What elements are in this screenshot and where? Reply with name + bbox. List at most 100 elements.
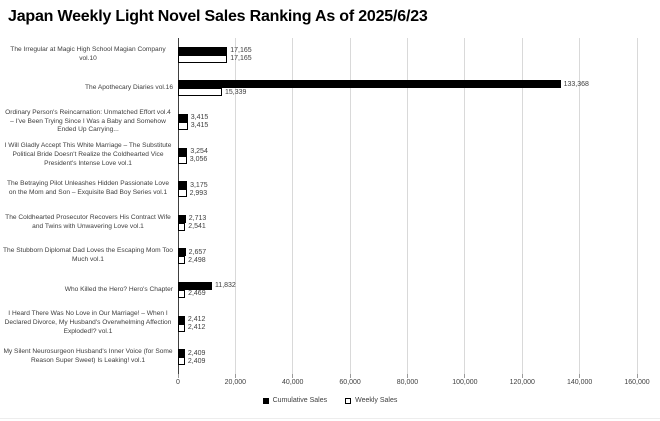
- bar-group: 2,409 2,409: [178, 340, 637, 374]
- chart-row: The Betraying Pilot Unleashes Hidden Pas…: [0, 172, 637, 206]
- data-label: 3,056: [189, 156, 208, 164]
- weekly-sales-bar: [178, 121, 188, 130]
- bar-line: 2,409: [178, 349, 637, 358]
- x-axis: 0 20,000 40,000 60,000 80,000 100,000 120,000 1…: [176, 374, 650, 392]
- legend-item: Weekly Sales: [345, 397, 397, 404]
- data-label: 2,409: [187, 349, 206, 357]
- cumulative-sales-bar: [178, 248, 186, 257]
- cumulative-sales-bar: [178, 315, 185, 324]
- axis-tick-label: 80,000: [396, 379, 419, 386]
- bar-line: 3,415: [178, 113, 637, 122]
- axis-tick: [407, 374, 408, 378]
- category-label-text: My Silent Neurosurgeon Husband's Inner V…: [3, 348, 173, 365]
- cumulative-sales-bar: [178, 113, 188, 122]
- category-label: I Heard There Was No Love in Our Marriag…: [0, 307, 178, 341]
- weekly-sales-swatch-icon: [345, 397, 352, 404]
- axis-tick-label: 20,000: [224, 379, 247, 386]
- bar-group: 2,713 2,541: [178, 206, 637, 240]
- weekly-sales-bar: [178, 54, 228, 63]
- category-label: The Irregular at Magic High School Magia…: [0, 38, 178, 72]
- bar-group: 17,165 17,165: [178, 38, 637, 72]
- category-label-text: I Will Gladly Accept This White Marriage…: [4, 142, 172, 168]
- cumulative-sales-bar: [178, 181, 188, 190]
- data-label: 2,412: [187, 316, 206, 324]
- axis-tick-label: 160,000: [624, 379, 650, 386]
- bar-group: 133,368 15,339: [178, 72, 637, 106]
- bar-group: 3,254 3,056: [178, 139, 637, 173]
- chart-rows: The Irregular at Magic High School Magia…: [0, 38, 637, 374]
- bar-group: 3,175 2,993: [178, 172, 637, 206]
- bar-line: 3,056: [178, 155, 637, 164]
- weekly-sales-bar: [178, 88, 222, 97]
- chart-row: The Apothecary Diaries vol.16 133,368 15,3…: [0, 72, 637, 106]
- data-label: 133,368: [563, 80, 589, 88]
- weekly-sales-bar: [178, 222, 186, 231]
- axis-tick-label: 40,000: [282, 379, 304, 386]
- data-label: 3,175: [190, 181, 208, 189]
- data-label: 2,541: [188, 223, 206, 231]
- chart-row: I Heard There Was No Love in Our Marriag…: [0, 307, 637, 341]
- axis-tick-label: 100,000: [452, 379, 478, 386]
- category-label-text: The Stubborn Diplomat Dad Loves the Esca…: [3, 247, 173, 264]
- axis-tick: [521, 374, 523, 378]
- bar-line: 2,409: [178, 357, 637, 366]
- data-label: 3,254: [190, 148, 208, 156]
- bar-line: 3,254: [178, 147, 637, 156]
- gridline: [349, 38, 351, 374]
- chart-row: I Will Gladly Accept This White Marriage…: [0, 139, 637, 173]
- gridline: [636, 38, 638, 374]
- axis-tick-label: 120,000: [509, 379, 535, 386]
- data-label: 17,165: [230, 47, 252, 55]
- axis-tick-label: 0: [176, 379, 180, 386]
- chart-row: The Coldhearted Prosecutor Recovers His …: [0, 206, 637, 240]
- bar-line: 15,339: [178, 88, 637, 97]
- category-label: My Silent Neurosurgeon Husband's Inner V…: [0, 340, 178, 374]
- bar-group: 3,415 3,415: [178, 105, 637, 139]
- gridline: [521, 38, 523, 374]
- data-label: 2,657: [188, 248, 207, 256]
- legend-label: Cumulative Sales: [272, 397, 328, 404]
- data-label: 3,415: [190, 122, 209, 130]
- weekly-sales-bar: [178, 357, 185, 366]
- legend-item: Cumulative Sales: [262, 397, 328, 404]
- category-label: Who Killed the Hero? Hero's Chapter: [0, 273, 178, 307]
- weekly-sales-bar: [178, 155, 187, 164]
- chart-row: My Silent Neurosurgeon Husband's Inner V…: [0, 340, 637, 374]
- bar-line: 2,541: [178, 222, 637, 231]
- plot-area: The Irregular at Magic High School Magia…: [0, 38, 660, 374]
- category-label-text: Ordinary Person's Reincarnation: Unmatch…: [5, 108, 171, 134]
- bar-line: 3,175: [178, 181, 637, 190]
- axis-tick: [636, 374, 638, 378]
- grid-layer: [177, 38, 638, 374]
- category-label: The Coldhearted Prosecutor Recovers His …: [0, 206, 178, 240]
- cumulative-sales-bar: [178, 281, 212, 290]
- chart-row: The Stubborn Diplomat Dad Loves the Esca…: [0, 240, 637, 274]
- bar-line: 2,713: [178, 214, 637, 223]
- legend-label: Weekly Sales: [355, 397, 398, 404]
- axis-tick-label: 140,000: [566, 379, 593, 386]
- bar-group: 2,412 2,412: [178, 307, 637, 341]
- data-label: 2,498: [188, 256, 206, 264]
- category-label-text: I Heard There Was No Love in Our Marriag…: [4, 310, 172, 335]
- cumulative-sales-bar: [178, 46, 228, 55]
- data-label: 11,832: [214, 282, 236, 290]
- data-label: 17,165: [230, 55, 252, 63]
- chart-bottom-border: [0, 418, 660, 419]
- data-label: 2,993: [189, 189, 208, 197]
- bar-line: 133,368: [178, 80, 637, 89]
- axis-tick: [464, 374, 466, 378]
- bar-line: 2,657: [178, 248, 637, 257]
- axis-tick: [234, 374, 236, 378]
- chart-row: The Irregular at Magic High School Magia…: [0, 38, 637, 72]
- chart-row: Ordinary Person's Reincarnation: Unmatch…: [0, 105, 637, 139]
- gridline: [407, 38, 408, 374]
- legend: Cumulative Sales Weekly Sales: [0, 397, 660, 404]
- bar-line: 2,412: [178, 315, 637, 324]
- data-label: 3,415: [190, 114, 209, 122]
- bar-group: 2,657 2,498: [178, 240, 637, 274]
- category-label-text: The Betraying Pilot Unleashes Hidden Pas…: [6, 180, 169, 197]
- axis-tick: [579, 374, 581, 378]
- weekly-sales-bar: [178, 189, 187, 198]
- category-label: The Stubborn Diplomat Dad Loves the Esca…: [0, 240, 178, 274]
